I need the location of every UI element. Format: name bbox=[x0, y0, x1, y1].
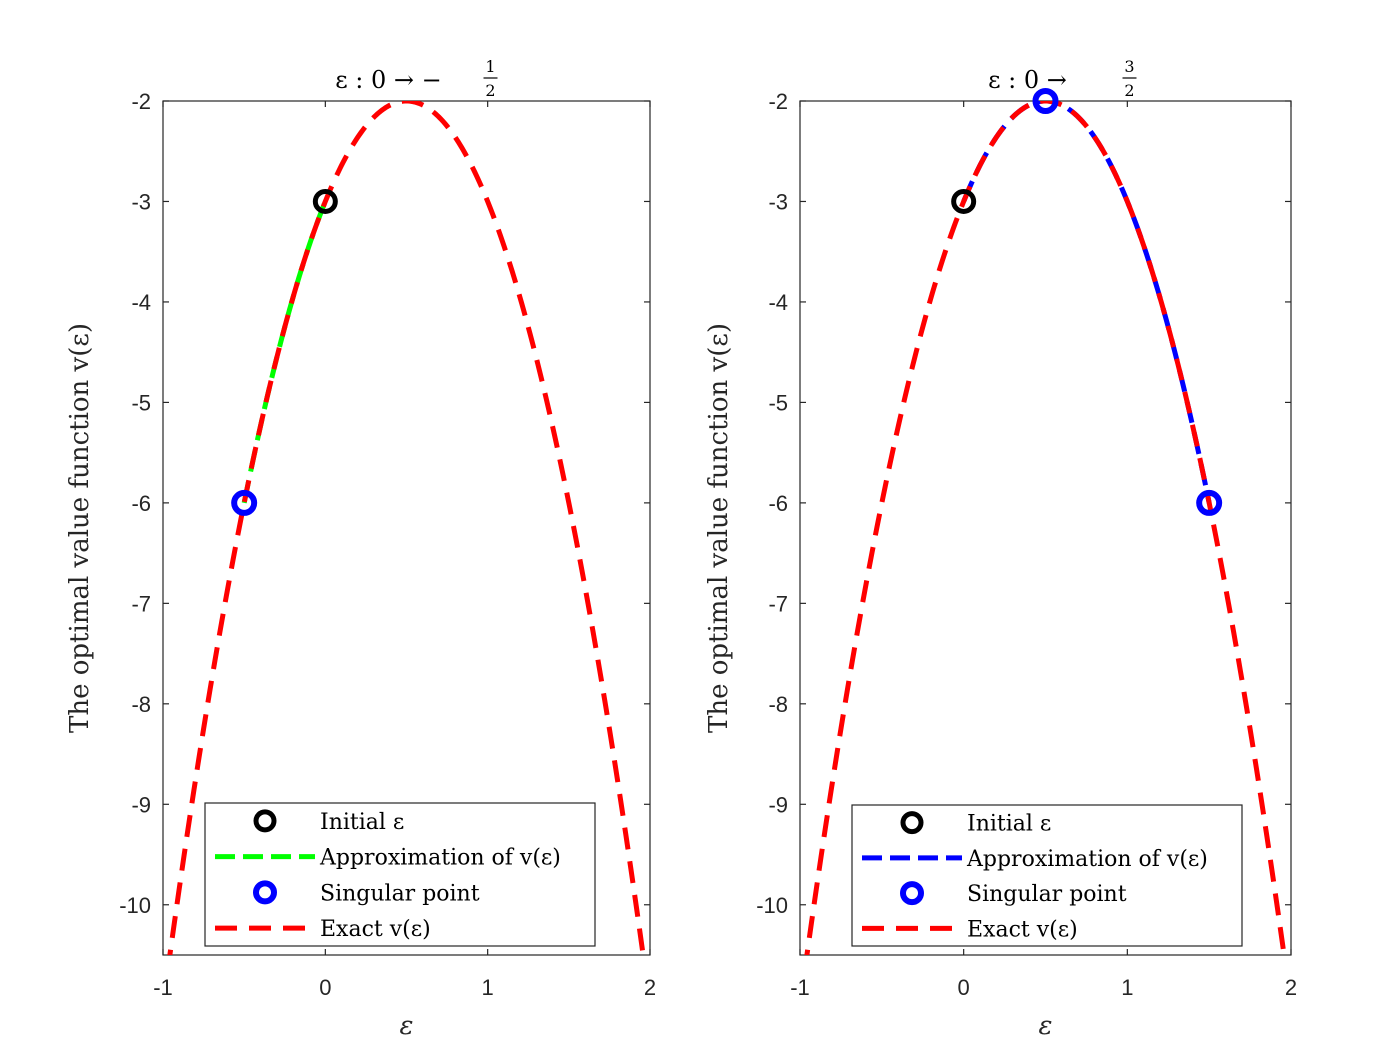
chart-panel-1: -1 0 1 2-2-3-4-5-6-7-8-9-10ε : 0 → −12εThe … bbox=[65, 57, 656, 1041]
x-tick-label: -1 bbox=[790, 975, 810, 1000]
legend-label: Initial ε bbox=[320, 810, 404, 835]
legend-singular-marker bbox=[900, 881, 924, 906]
y-tick-label: -8 bbox=[768, 692, 788, 717]
y-tick-label: -4 bbox=[131, 290, 151, 315]
y-tick-label: -2 bbox=[131, 89, 151, 114]
x-tick-label: 2 bbox=[644, 975, 656, 1000]
legend-initial-marker bbox=[900, 811, 924, 835]
x-axis-label: ε bbox=[1039, 1011, 1053, 1041]
y-tick-label: -6 bbox=[131, 491, 151, 516]
y-tick-label: -3 bbox=[768, 189, 788, 214]
legend: Initial ε Approximation of v(ε) Singular p… bbox=[851, 804, 1243, 947]
singular-point-marker bbox=[231, 489, 258, 516]
legend-singular-marker bbox=[253, 880, 277, 905]
title-fraction-numerator: 1 bbox=[485, 57, 495, 76]
x-tick-label: 2 bbox=[1285, 975, 1297, 1000]
x-tick-label: 1 bbox=[1121, 975, 1133, 1000]
y-tick-label: -7 bbox=[131, 591, 151, 616]
initial-point-marker bbox=[312, 188, 338, 214]
x-axis-label: ε bbox=[400, 1011, 414, 1041]
singular-point-marker bbox=[1032, 88, 1059, 114]
plot-title: ε : 0 → − bbox=[335, 66, 442, 94]
plot-title: ε : 0 → bbox=[988, 66, 1067, 94]
y-tick-label: -5 bbox=[768, 390, 788, 415]
x-tick-label: -1 bbox=[153, 975, 173, 1000]
legend-label: Approximation of v(ε) bbox=[966, 847, 1208, 872]
title-fraction-denominator: 2 bbox=[1124, 81, 1134, 100]
legend-initial-marker bbox=[253, 809, 277, 833]
initial-point-marker bbox=[951, 188, 977, 214]
legend: Initial ε Approximation of v(ε) Singular p… bbox=[204, 802, 596, 947]
exact-series bbox=[167, 101, 646, 955]
title-fraction-numerator: 3 bbox=[1124, 57, 1134, 76]
y-tick-label: -6 bbox=[768, 491, 788, 516]
singular-point-marker bbox=[1196, 489, 1223, 516]
title-fraction-denominator: 2 bbox=[485, 81, 495, 100]
y-axis-label: The optimal value function v(ε) bbox=[65, 323, 95, 733]
x-tick-label: 1 bbox=[482, 975, 494, 1000]
x-tick-label: 0 bbox=[319, 975, 331, 1000]
y-tick-label: -2 bbox=[768, 89, 788, 114]
y-tick-label: -5 bbox=[131, 390, 151, 415]
legend-label: Exact v(ε) bbox=[320, 917, 431, 942]
legend-label: Approximation of v(ε) bbox=[319, 846, 561, 871]
y-axis-label: The optimal value function v(ε) bbox=[704, 323, 734, 733]
legend-label: Exact v(ε) bbox=[967, 917, 1078, 942]
legend-label: Singular point bbox=[320, 881, 480, 906]
y-tick-label: -7 bbox=[768, 591, 788, 616]
y-tick-label: -8 bbox=[131, 692, 151, 717]
legend-label: Initial ε bbox=[967, 812, 1051, 837]
y-tick-label: -9 bbox=[131, 792, 151, 817]
y-tick-label: -4 bbox=[768, 290, 788, 315]
y-tick-label: -10 bbox=[756, 893, 788, 918]
y-tick-label: -10 bbox=[119, 893, 151, 918]
exact-series bbox=[804, 101, 1287, 955]
y-tick-label: -3 bbox=[131, 189, 151, 214]
x-tick-label: 0 bbox=[958, 975, 970, 1000]
legend-label: Singular point bbox=[967, 882, 1127, 907]
y-tick-label: -9 bbox=[768, 792, 788, 817]
